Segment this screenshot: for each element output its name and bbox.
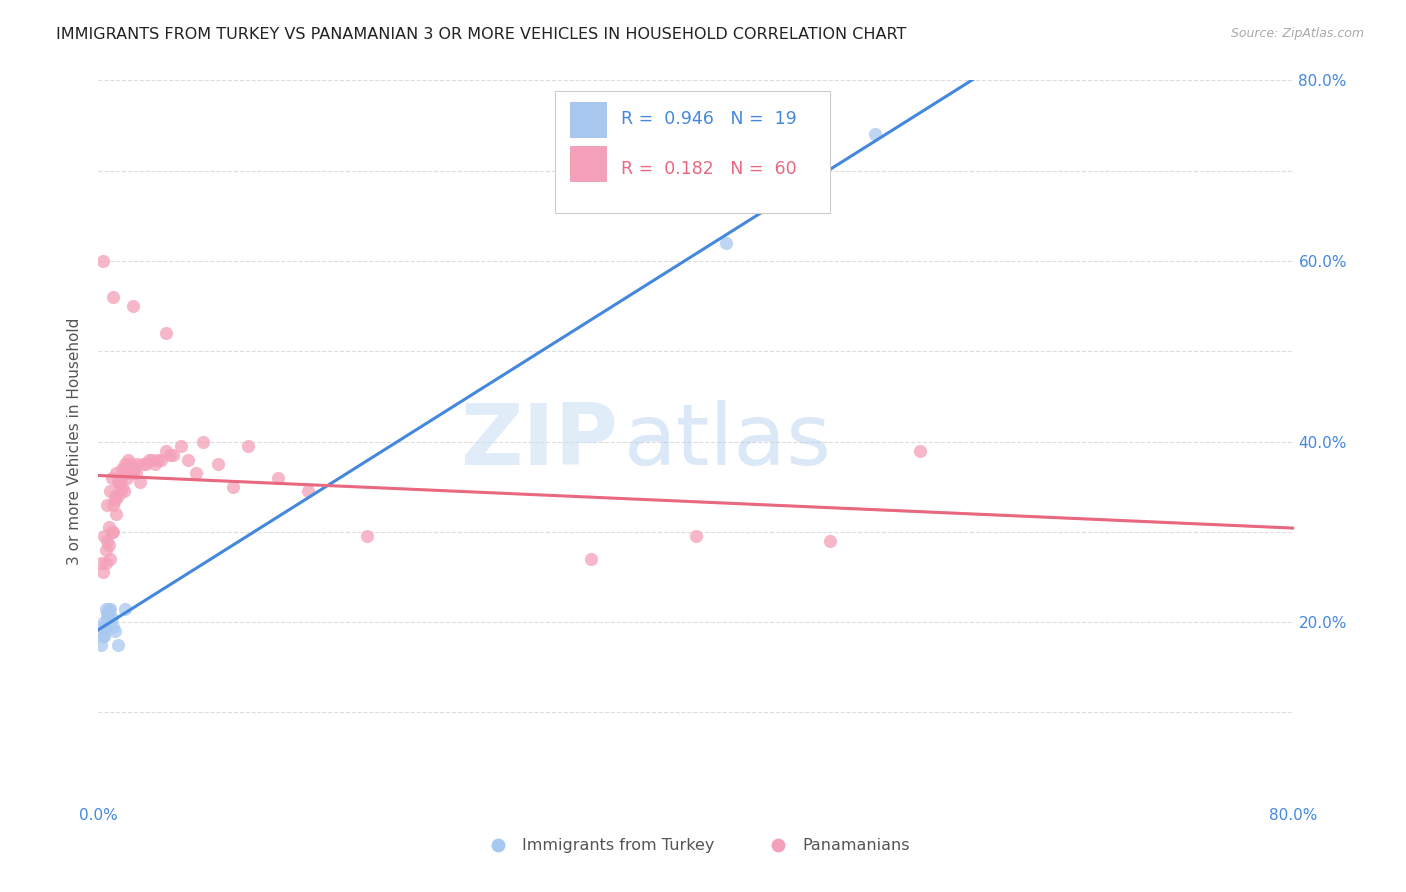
Point bbox=[103, 620, 125, 634]
Text: atlas: atlas bbox=[624, 400, 832, 483]
Point bbox=[121, 466, 143, 480]
Text: R =  0.182   N =  60: R = 0.182 N = 60 bbox=[620, 161, 796, 178]
Text: R =  0.946   N =  19: R = 0.946 N = 19 bbox=[620, 110, 796, 128]
Point bbox=[714, 235, 737, 250]
Point bbox=[91, 254, 114, 268]
Text: IMMIGRANTS FROM TURKEY VS PANAMANIAN 3 OR MORE VEHICLES IN HOUSEHOLD CORRELATION: IMMIGRANTS FROM TURKEY VS PANAMANIAN 3 O… bbox=[56, 27, 907, 42]
Point bbox=[98, 601, 122, 615]
Point bbox=[105, 507, 128, 521]
Point bbox=[93, 529, 115, 543]
Point bbox=[97, 520, 120, 534]
Point bbox=[143, 457, 166, 471]
Point bbox=[207, 457, 229, 471]
Point bbox=[96, 606, 118, 620]
Bar bbox=[571, 102, 606, 136]
Point bbox=[127, 457, 149, 471]
FancyBboxPatch shape bbox=[555, 91, 830, 213]
Point bbox=[132, 457, 155, 471]
Point bbox=[103, 498, 125, 512]
Point bbox=[93, 615, 115, 630]
Point bbox=[115, 471, 138, 485]
Point bbox=[118, 466, 141, 480]
Point bbox=[101, 471, 124, 485]
Point bbox=[112, 461, 135, 475]
Point bbox=[90, 557, 112, 571]
Point bbox=[91, 566, 114, 580]
Point bbox=[236, 439, 259, 453]
Point bbox=[97, 601, 120, 615]
Bar bbox=[571, 146, 606, 181]
Point bbox=[110, 484, 132, 499]
Point bbox=[129, 475, 152, 490]
Point bbox=[91, 629, 114, 643]
Point bbox=[138, 452, 160, 467]
Point bbox=[112, 484, 135, 499]
Point bbox=[111, 461, 134, 475]
Text: Source: ZipAtlas.com: Source: ZipAtlas.com bbox=[1230, 27, 1364, 40]
Point bbox=[107, 489, 129, 503]
Point bbox=[105, 466, 128, 480]
Point bbox=[98, 552, 122, 566]
Point bbox=[97, 606, 120, 620]
Point bbox=[114, 601, 136, 615]
Point bbox=[150, 452, 173, 467]
Point bbox=[135, 457, 157, 471]
Point bbox=[169, 439, 191, 453]
Point bbox=[107, 475, 129, 490]
Point bbox=[94, 620, 117, 634]
Point bbox=[191, 434, 214, 449]
Point bbox=[117, 452, 139, 467]
Point bbox=[104, 489, 127, 503]
Y-axis label: 3 or more Vehicles in Household: 3 or more Vehicles in Household bbox=[67, 318, 83, 566]
Point bbox=[94, 601, 117, 615]
Point bbox=[94, 542, 117, 557]
Point bbox=[101, 610, 124, 624]
Text: ZIP: ZIP bbox=[461, 400, 619, 483]
Point bbox=[114, 457, 136, 471]
Point bbox=[685, 529, 707, 543]
Point bbox=[141, 452, 163, 467]
Point bbox=[184, 466, 207, 480]
Point bbox=[121, 299, 143, 313]
Point bbox=[104, 624, 127, 639]
Point bbox=[111, 480, 134, 494]
Point bbox=[96, 533, 118, 548]
Point bbox=[94, 557, 117, 571]
Point bbox=[93, 629, 115, 643]
Point bbox=[108, 475, 131, 490]
Legend: Immigrants from Turkey, Panamanians: Immigrants from Turkey, Panamanians bbox=[475, 832, 917, 860]
Point bbox=[90, 638, 112, 652]
Point bbox=[103, 524, 125, 539]
Point bbox=[865, 128, 887, 142]
Point bbox=[297, 484, 319, 499]
Point bbox=[91, 620, 114, 634]
Point bbox=[356, 529, 378, 543]
Point bbox=[110, 471, 132, 485]
Point bbox=[98, 484, 122, 499]
Point bbox=[101, 524, 124, 539]
Point bbox=[104, 493, 127, 508]
Point bbox=[155, 326, 177, 340]
Point bbox=[125, 466, 148, 480]
Point bbox=[267, 471, 290, 485]
Point bbox=[177, 452, 200, 467]
Point bbox=[222, 480, 245, 494]
Point bbox=[97, 538, 120, 552]
Point bbox=[120, 457, 142, 471]
Point bbox=[820, 533, 842, 548]
Point bbox=[159, 448, 181, 462]
Point bbox=[124, 461, 146, 475]
Point bbox=[107, 638, 129, 652]
Point bbox=[103, 290, 125, 304]
Point bbox=[908, 443, 931, 458]
Point bbox=[148, 452, 170, 467]
Point bbox=[581, 552, 603, 566]
Point bbox=[96, 498, 118, 512]
Point bbox=[155, 443, 177, 458]
Point bbox=[96, 610, 118, 624]
Point bbox=[162, 448, 184, 462]
